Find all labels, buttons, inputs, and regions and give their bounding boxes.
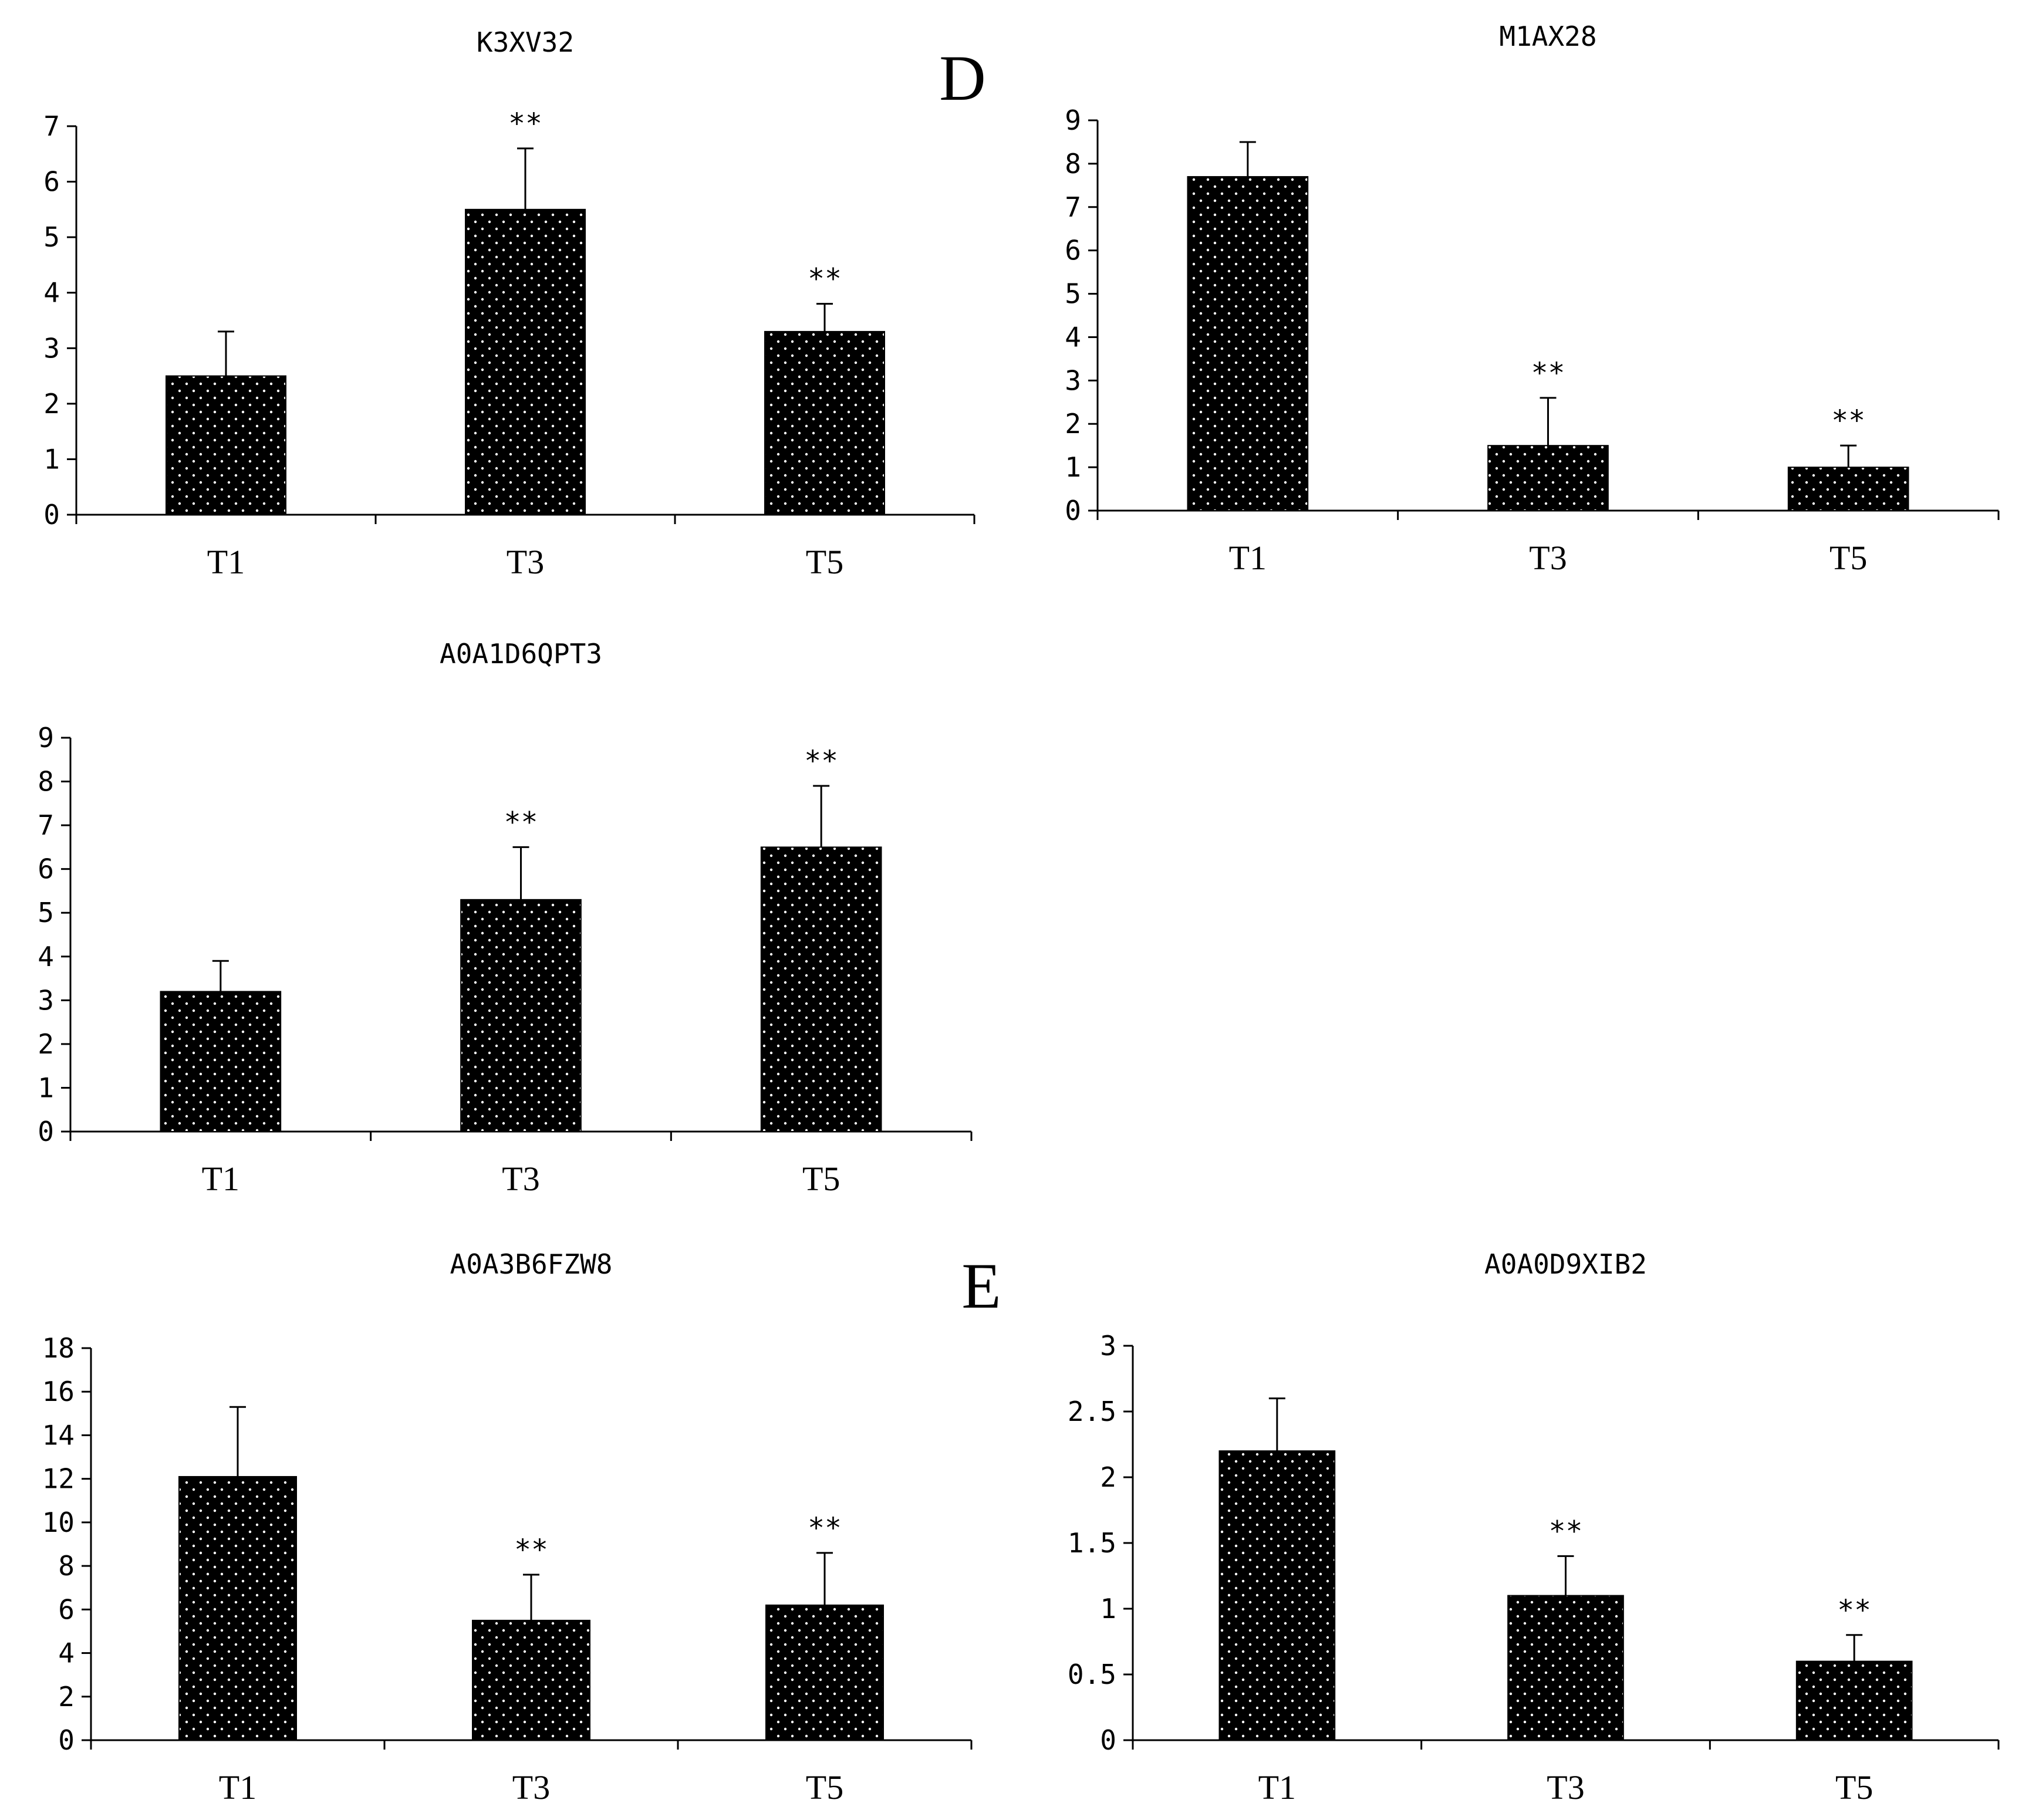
bar-t5 [764,330,885,516]
significance-label: ** [504,806,538,839]
chart-title: A0A3B6FZW8 [450,1248,613,1280]
y-tick-label: 0 [58,1724,75,1756]
significance-label: ** [804,745,838,778]
y-tick-label: 8 [1065,148,1081,180]
y-tick-label: 2 [38,1028,54,1060]
y-tick-label: 4 [43,277,60,309]
chart-title: A0A1D6QPT3 [440,638,602,670]
y-tick-label: 1.5 [1068,1527,1116,1559]
significance-label: ** [1531,357,1565,390]
y-tick-label: 7 [38,809,54,841]
y-tick-label: 2 [1065,408,1081,440]
y-tick-label: 4 [58,1637,75,1669]
chart-k3xv32: K3XV32 0 1 2 3 4 5 6 7 T1 ** T3 ** T5 [43,26,975,581]
y-tick-label: 0 [1065,495,1081,526]
y-tick-label: 14 [42,1419,75,1451]
y-tick-label: 6 [38,853,54,885]
bar-t3 [472,1619,590,1741]
y-tick-label: 18 [42,1332,75,1364]
bar-t5 [1795,1660,1913,1741]
significance-label: ** [808,1512,842,1545]
bar-t3 [465,208,586,516]
category-label: T1 [1229,539,1267,577]
significance-label: ** [1549,1515,1583,1548]
y-tick-label: 6 [43,166,60,198]
significance-label: ** [808,263,842,296]
y-tick-label: 2 [1100,1461,1116,1493]
y-tick-label: 5 [1065,278,1081,310]
category-label: T3 [512,1768,550,1807]
category-label: T1 [207,543,245,581]
significance-label: ** [508,107,542,140]
bar-t5 [765,1604,884,1741]
y-tick-label: 3 [43,332,60,364]
panel-label-d: D [939,42,985,114]
y-tick-label: 3 [1100,1330,1116,1362]
y-tick-label: 10 [42,1507,75,1538]
y-tick-label: 2.5 [1068,1396,1116,1427]
y-tick-label: 8 [58,1550,75,1582]
bar-t5 [1787,467,1909,511]
category-label: T3 [502,1160,539,1198]
category-label: T3 [1529,539,1567,577]
category-label: T5 [806,543,843,581]
bar-t3 [1487,445,1609,512]
chart-a0a3b6fzw8: A0A3B6FZW8 0 2 4 6 8 10 12 14 16 18 T1 ** T3 ** T5 [42,1248,973,1807]
significance-label: ** [1837,1594,1871,1627]
y-tick-label: 7 [43,110,60,142]
y-tick-label: 0.5 [1068,1659,1116,1690]
y-tick-label: 6 [1065,235,1081,266]
y-tick-label: 0 [43,499,60,531]
y-tick-label: 6 [58,1593,75,1625]
y-tick-label: 5 [43,221,60,253]
y-tick-label: 2 [43,388,60,420]
chart-a0a0d9xib2: A0A0D9XIB2 0 0.5 1 1.5 2 2.5 3 T1 ** T3 ** T5 [1068,1248,2000,1807]
category-label: T5 [802,1160,840,1198]
bar-t1 [1187,176,1309,511]
y-tick-label: 3 [1065,364,1081,396]
y-tick-label: 1 [43,443,60,475]
bar-t5 [760,846,882,1133]
y-tick-label: 0 [1100,1724,1116,1756]
category-label: T1 [1258,1768,1296,1807]
chart-title: A0A0D9XIB2 [1484,1248,1647,1280]
bar-t3 [1507,1595,1624,1741]
bar-t1 [166,375,286,515]
category-label: T5 [1829,539,1867,577]
bar-t1 [178,1475,297,1741]
y-tick-label: 9 [38,722,54,754]
category-label: T5 [806,1768,843,1807]
bar-t1 [1218,1450,1336,1741]
chart-title: M1AX28 [1499,21,1596,52]
panel-label-e: E [961,1250,1001,1322]
y-tick-label: 8 [38,766,54,798]
y-tick-label: 7 [1065,191,1081,223]
y-tick-label: 1 [1100,1593,1116,1625]
y-tick-label: 4 [38,941,54,973]
significance-label: ** [1831,404,1865,437]
y-tick-label: 9 [1065,104,1081,136]
significance-label: ** [514,1534,548,1566]
bar-t3 [460,899,582,1133]
chart-a0a1d6qpt3: A0A1D6QPT3 0 1 2 3 4 5 6 7 8 9 T1 ** T3 ** T5 [38,638,973,1198]
y-tick-label: 1 [1065,451,1081,483]
y-tick-label: 0 [38,1116,54,1147]
y-tick-label: 4 [1065,321,1081,353]
bar-t1 [160,991,282,1133]
category-label: T1 [202,1160,239,1198]
y-tick-label: 12 [42,1463,75,1495]
category-label: T3 [507,543,544,581]
category-label: T5 [1835,1768,1873,1807]
y-tick-label: 3 [38,984,54,1016]
chart-panels: K3XV3201234567T1**T3**T5M1AX280123456789… [38,21,2000,1807]
chart-title: K3XV32 [477,26,574,58]
y-tick-label: 5 [38,897,54,928]
y-tick-label: 1 [38,1072,54,1103]
chart-m1ax28: M1AX28 0 1 2 3 4 5 6 7 8 9 T1 ** T3 ** T5 [1065,21,2000,577]
y-tick-label: 2 [58,1681,75,1713]
category-label: T1 [219,1768,256,1807]
category-label: T3 [1547,1768,1584,1807]
y-tick-label: 16 [42,1376,75,1407]
